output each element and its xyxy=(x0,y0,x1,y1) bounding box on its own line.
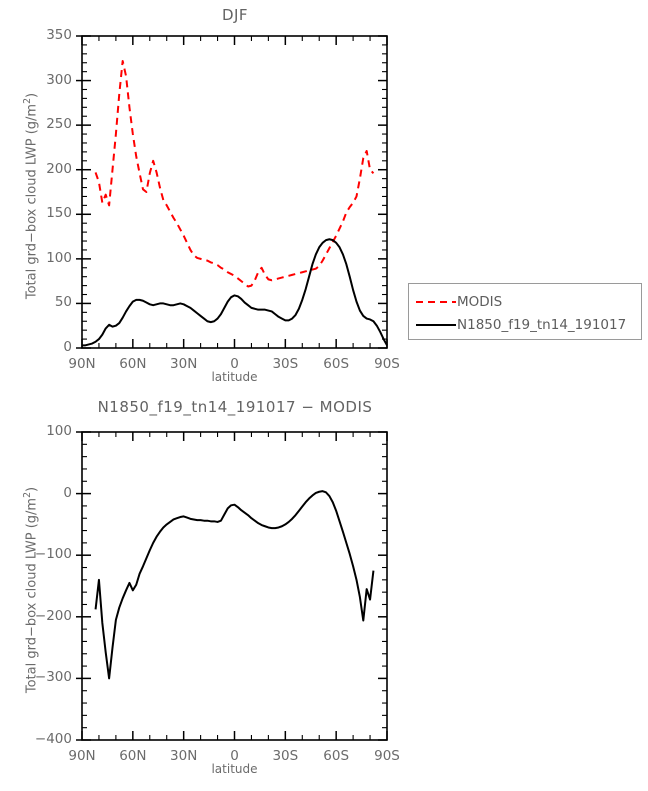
ytick-label-upper-5: 100 xyxy=(46,249,72,266)
plot-title-lower: N1850_f19_tn14_191017 − MODIS xyxy=(97,398,373,416)
axes-lower xyxy=(76,431,388,741)
xtick-label-upper-2: 30N xyxy=(170,356,198,372)
legend-entry-modis[interactable]: MODIS xyxy=(416,294,502,310)
xtick-label-upper-4: 30S xyxy=(272,356,299,372)
xtick-label-upper-6: 90S xyxy=(374,356,400,372)
xtick-label-lower-0: 90N xyxy=(68,748,96,764)
xtick-label-lower-5: 60S xyxy=(323,748,350,764)
ytick-label-lower-0: 100 xyxy=(46,423,72,439)
xtick-label-upper-0: 90N xyxy=(68,356,96,372)
plot-frame-lower xyxy=(81,431,388,741)
ytick-label-lower-1: 0 xyxy=(63,484,72,501)
ytick-label-upper-6: 50 xyxy=(54,294,72,311)
yaxis-label-upper: Total grd−box cloud LWP (g/m2) xyxy=(22,92,40,300)
ytick-label-upper-3: 200 xyxy=(46,160,72,177)
legend-box xyxy=(408,283,642,340)
xaxis-label-lower: latitude xyxy=(211,762,258,776)
xaxis-label-upper: latitude xyxy=(211,370,258,384)
series-line-upper-1 xyxy=(82,238,388,347)
axes-upper xyxy=(76,35,388,349)
xtick-label-lower-1: 60N xyxy=(119,748,147,764)
xtick-label-upper-1: 60N xyxy=(119,356,147,372)
ytick-label-upper-7: 0 xyxy=(63,339,72,355)
plot-frame-upper xyxy=(81,35,388,349)
ytick-label-upper-4: 150 xyxy=(46,205,72,222)
ytick-label-lower-5: −400 xyxy=(34,731,72,747)
xtick-label-upper-5: 60S xyxy=(323,356,350,372)
series-line-lower-0 xyxy=(94,490,375,680)
ytick-label-upper-2: 250 xyxy=(46,116,72,133)
ytick-label-upper-1: 300 xyxy=(46,71,72,88)
xtick-label-lower-2: 30N xyxy=(170,748,198,764)
yaxis-label-lower: Total grd−box cloud LWP (g/m2) xyxy=(22,486,40,694)
legend-entry-model[interactable]: N1850_f19_tn14_191017 xyxy=(416,317,626,333)
ytick-label-lower-4: −300 xyxy=(34,669,72,686)
ytick-label-upper-0: 350 xyxy=(46,27,72,43)
plot-title-upper: DJF xyxy=(221,6,249,24)
ytick-label-lower-3: −200 xyxy=(34,607,72,624)
legend-label-0: MODIS xyxy=(457,294,503,310)
legend-label-1: N1850_f19_tn14_191017 xyxy=(457,317,627,333)
series-line-upper-0 xyxy=(94,59,375,288)
xtick-label-lower-6: 90S xyxy=(374,748,400,764)
legend-swatch-1 xyxy=(416,324,456,326)
ytick-label-lower-2: −100 xyxy=(34,546,72,563)
xtick-label-upper-3: 0 xyxy=(230,356,239,372)
xtick-label-lower-3: 0 xyxy=(230,748,239,764)
legend-swatch-0 xyxy=(416,301,456,303)
xtick-label-lower-4: 30S xyxy=(272,748,299,764)
